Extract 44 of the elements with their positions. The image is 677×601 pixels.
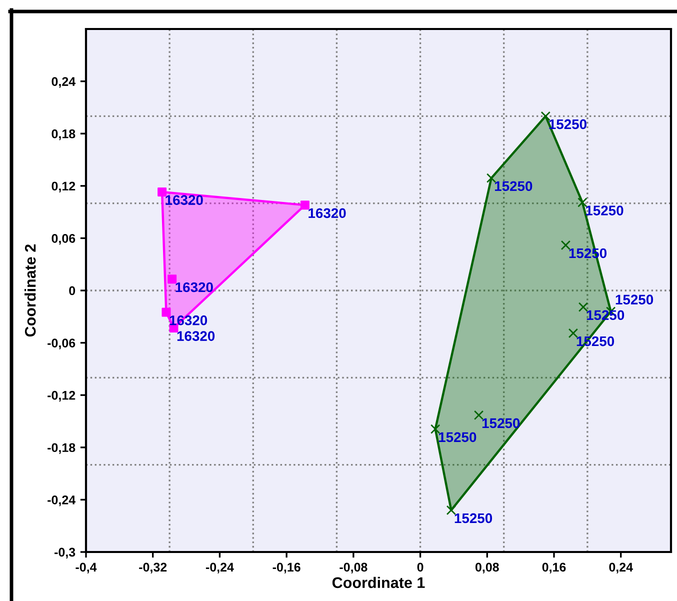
y-tick-label: 0: [69, 286, 76, 296]
point: [168, 274, 177, 284]
point: [578, 302, 588, 312]
point: [540, 111, 551, 122]
y-tick-label: -0,24: [48, 496, 76, 506]
annotation: 15250: [454, 513, 492, 524]
point: [446, 505, 456, 516]
annotation: 15250: [586, 206, 624, 216]
x-tick-label: -0,16: [272, 562, 300, 574]
x-tick-label: -0,32: [139, 562, 167, 574]
point: [474, 410, 484, 420]
y-axis-title: Coordinate 2: [24, 244, 36, 337]
x-tick-label: -0,24: [206, 562, 234, 574]
y-tick-label: -0,18: [48, 443, 76, 454]
point: [158, 188, 167, 196]
point: [560, 240, 571, 250]
y-tick-label: -0,3: [54, 548, 76, 558]
point: [162, 308, 171, 317]
annotation: 16320: [177, 331, 215, 341]
annotation: 15250: [494, 181, 532, 192]
point: [568, 328, 578, 338]
x-tick-label: 0,08: [475, 562, 499, 574]
annotation: 16320: [166, 195, 203, 205]
x-tick-label: 0,24: [609, 562, 633, 574]
annotation: 15250: [616, 294, 654, 305]
annotation: 16320: [176, 282, 213, 292]
x-axis-title: Coordinate 1: [332, 576, 425, 588]
x-tick-label: -0,08: [340, 562, 368, 574]
point: [578, 198, 588, 208]
y-tick-label: 0,12: [52, 182, 76, 192]
y-tick-label: 0,06: [52, 234, 76, 245]
annotation: 15250: [482, 418, 520, 428]
y-tick-label: -0,12: [48, 390, 76, 402]
point: [430, 424, 440, 434]
y-tick-label: 0,24: [52, 77, 76, 88]
x-tick-label: 0,16: [542, 562, 566, 574]
y-tick-label: -0,06: [48, 338, 76, 350]
x-tick-label: 0: [417, 562, 424, 572]
y-tick-label: 0,18: [52, 129, 76, 140]
annotation: 16320: [308, 208, 346, 218]
annotation: 15250: [438, 432, 476, 442]
point: [486, 173, 496, 183]
x-tick-label: -0,4: [76, 562, 97, 574]
point: [300, 200, 310, 210]
